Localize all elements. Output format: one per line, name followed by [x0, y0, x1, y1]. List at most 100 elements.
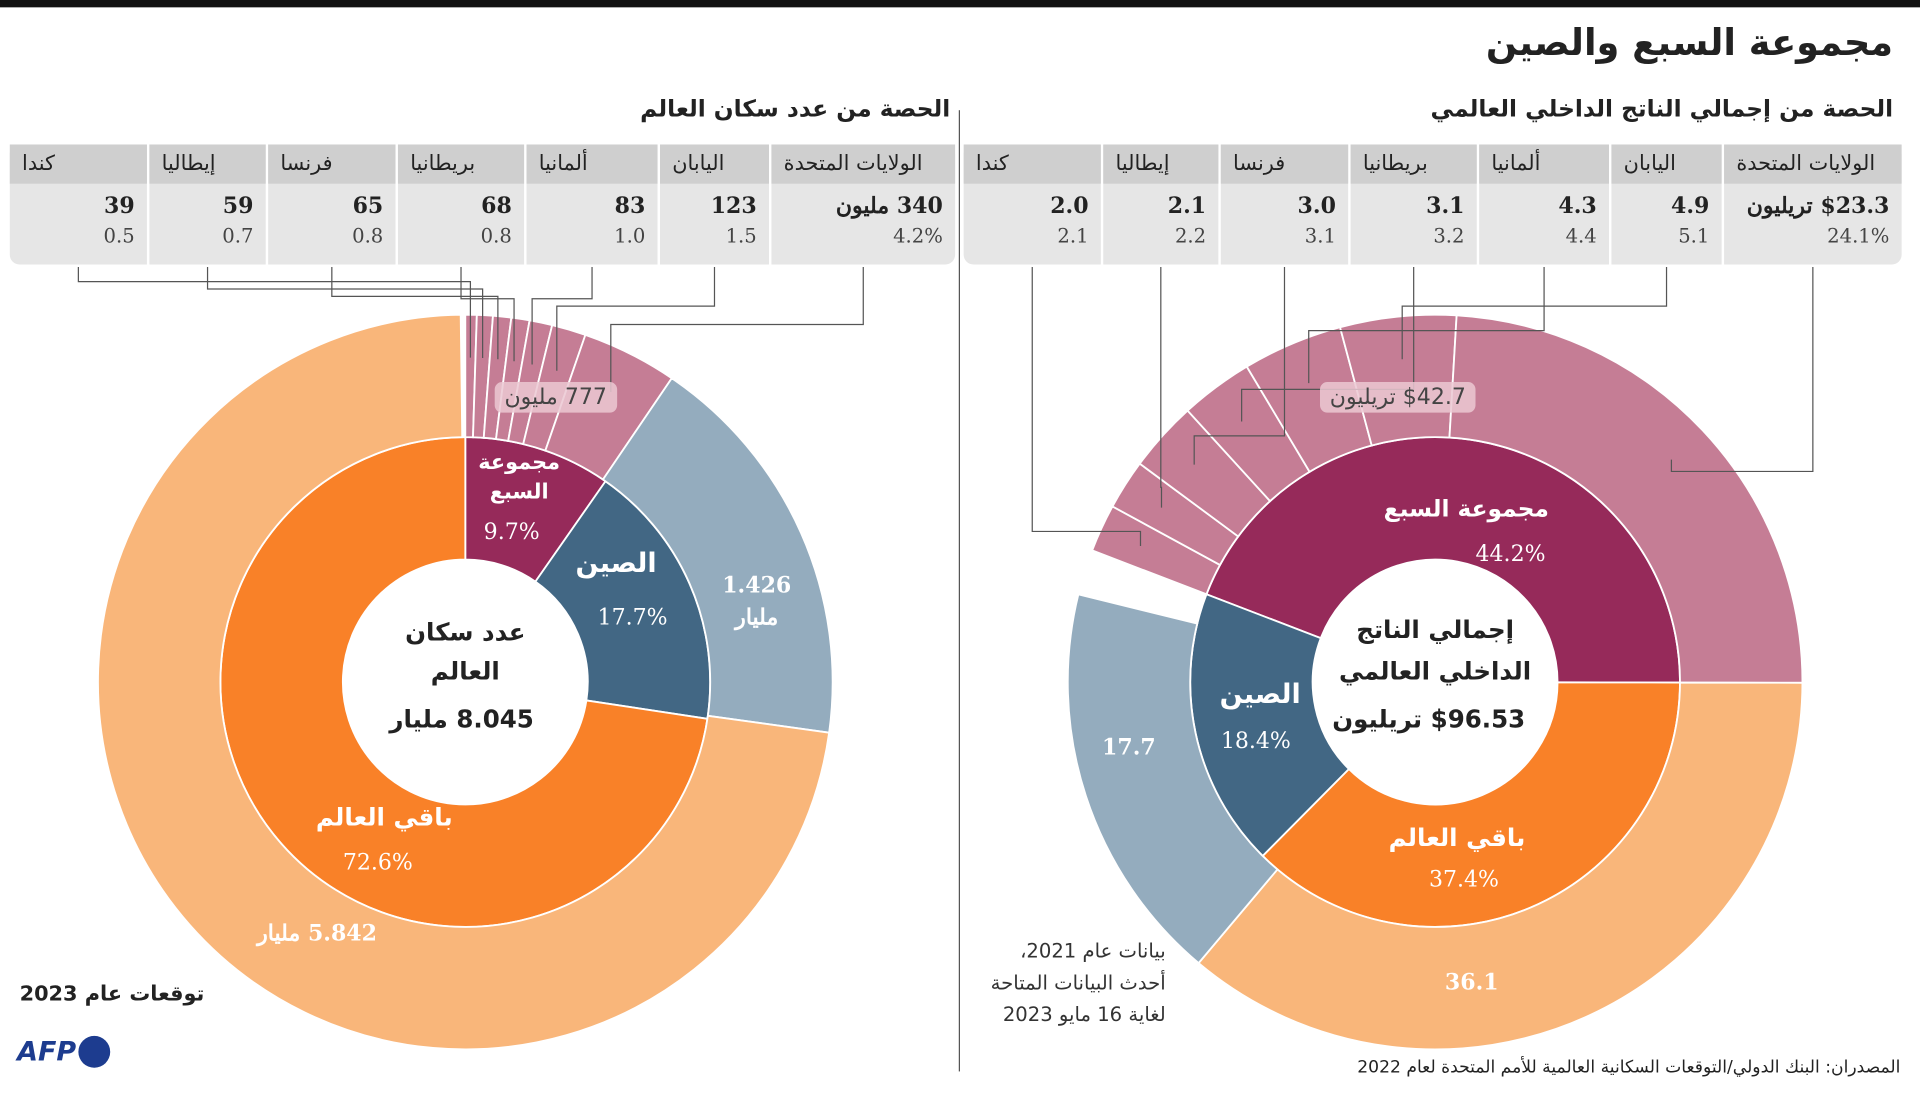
- country-share: 3.2: [1433, 224, 1465, 248]
- pop-center-value: 8.045 مليار: [389, 704, 534, 734]
- outer-slice: [1066, 593, 1279, 965]
- country-name: ألمانيا: [1479, 144, 1609, 184]
- logo-dot: [78, 1035, 111, 1068]
- country-name: فرنسا: [1220, 144, 1349, 184]
- pop-rest-value: 5.842 مليار: [257, 920, 377, 947]
- table-column-6: كندا 2.0 2.1: [963, 144, 1101, 265]
- logo-text: AFP: [17, 1036, 77, 1068]
- pop-china-share: 17.7%: [597, 604, 668, 631]
- gdp-g7-label: مجموعة السبع: [1383, 495, 1549, 523]
- table-column-4: فرنسا 3.0 3.1: [1220, 144, 1349, 265]
- country-value: 4.9: [1671, 193, 1710, 220]
- gdp-g7-share: 44.2%: [1475, 541, 1546, 567]
- pop-rest-share: 72.6%: [342, 849, 413, 876]
- gdp-subtitle: الحصة من إجمالي الناتج الداخلي العالمي: [1430, 95, 1894, 123]
- country-value: 4.3: [1558, 193, 1597, 220]
- country-name: بريطانيا: [1350, 144, 1477, 184]
- leader-line: [77, 266, 472, 358]
- country-value: 2.1: [1167, 193, 1207, 220]
- table-column-4: فرنسا 65 0.8: [268, 144, 396, 265]
- country-name: كندا: [963, 144, 1101, 184]
- table-column-1: اليابان 4.9 5.1: [1611, 144, 1722, 265]
- leader-line: [206, 266, 484, 359]
- outer-slice: [97, 313, 831, 1051]
- country-value: $23.3 تريليون: [1746, 193, 1890, 220]
- country-share: 1.5: [725, 224, 757, 248]
- population-subtitle: الحصة من عدد سكان العالم: [640, 95, 951, 123]
- leader-line: [331, 266, 499, 360]
- gdp-china-share: 18.4%: [1220, 728, 1291, 755]
- leader-line: [1031, 266, 1142, 547]
- pop-g7-label: مجموعة السبع: [478, 450, 561, 505]
- country-share: 0.8: [480, 224, 512, 248]
- country-name: الولايات المتحدة: [1724, 144, 1902, 184]
- leader-line: [1160, 266, 1163, 508]
- donut-hole: [342, 559, 588, 805]
- country-name: اليابان: [660, 144, 769, 184]
- outer-slice: [1448, 314, 1804, 684]
- country-value: 340 مليون: [835, 193, 943, 220]
- country-share: 3.1: [1304, 224, 1336, 248]
- country-name: اليابان: [1611, 144, 1722, 184]
- leader-line: [1401, 266, 1668, 360]
- country-value: 65: [352, 193, 384, 220]
- leader-line: [1308, 266, 1545, 384]
- leader-line: [556, 266, 716, 371]
- outer-slice: [1197, 681, 1804, 1051]
- page-title: مجموعة السبع والصين: [1485, 22, 1894, 65]
- country-share: 5.1: [1678, 224, 1710, 248]
- country-name: بريطانيا: [397, 144, 525, 184]
- afp-logo: AFP: [17, 1035, 111, 1068]
- gdp-note-line: بيانات عام 2021،: [1020, 939, 1166, 963]
- leader-line: [531, 266, 593, 365]
- country-name: ألمانيا: [526, 144, 658, 184]
- country-name: إيطاليا: [149, 144, 266, 184]
- table-column-3: بريطانيا 3.1 3.2: [1350, 144, 1477, 265]
- country-name: إيطاليا: [1103, 144, 1219, 184]
- gdp-table: الولايات المتحدة $23.3 تريليون 24.1% اليابا…: [963, 144, 1902, 265]
- donut-hole: [1312, 559, 1558, 805]
- pop-china-value: 1.426 مليار: [722, 573, 792, 631]
- table-column-2: ألمانيا 4.3 4.4: [1479, 144, 1609, 265]
- pop-note: توقعات عام 2023: [19, 982, 205, 1007]
- table-column-0: الولايات المتحدة 340 مليون 4.2%: [771, 144, 956, 265]
- country-value: 3.1: [1426, 193, 1465, 220]
- country-share: 2.1: [1057, 224, 1089, 248]
- country-name: فرنسا: [268, 144, 396, 184]
- gdp-note-line: لغاية 16 مايو 2023: [1002, 1002, 1166, 1027]
- country-share: 2.2: [1174, 224, 1207, 248]
- country-name: كندا: [9, 144, 147, 184]
- table-column-5: إيطاليا 59 0.7: [149, 144, 266, 265]
- country-share: 0.7: [222, 224, 254, 248]
- pop-g7-total: 777 مليون: [494, 382, 617, 413]
- gdp-center-value: $96.53 تريليون: [1332, 704, 1526, 734]
- table-column-2: ألمانيا 83 1.0: [526, 144, 658, 265]
- gdp-rest-value: 36.1: [1444, 969, 1499, 996]
- pop-rest-label: باقي العالم: [315, 802, 453, 832]
- gdp-rest-share: 37.4%: [1428, 866, 1500, 893]
- gdp-center-label: إجمالي الناتج الداخلي العالمي: [1339, 614, 1532, 686]
- country-value: 2.0: [1050, 193, 1089, 220]
- country-share: 0.8: [352, 224, 384, 248]
- gdp-note-line: أحدث البيانات المتاحة: [990, 971, 1166, 995]
- country-value: 39: [104, 193, 135, 220]
- leader-line: [460, 266, 515, 362]
- table-column-3: بريطانيا 68 0.8: [397, 144, 525, 265]
- country-share: 4.4: [1565, 224, 1597, 248]
- gdp-rest-label: باقي العالم: [1388, 822, 1526, 853]
- leader-line: [1670, 266, 1814, 473]
- table-column-0: الولايات المتحدة $23.3 تريليون 24.1%: [1724, 144, 1902, 265]
- gdp-china-value: 17.7: [1102, 734, 1156, 761]
- table-column-5: إيطاليا 2.1 2.2: [1103, 144, 1219, 265]
- pop-center-label: عدد سكان العالم: [405, 617, 526, 686]
- country-share: 0.5: [103, 224, 135, 248]
- country-value: 59: [222, 193, 254, 220]
- country-share: 4.2%: [893, 224, 943, 248]
- gdp-g7-total: $42.7 تريليون: [1320, 382, 1476, 413]
- country-value: 3.0: [1297, 193, 1336, 220]
- country-share: 24.1%: [1827, 224, 1890, 248]
- divider: [958, 110, 961, 1072]
- population-table: الولايات المتحدة 340 مليون 4.2% اليابان 123 1…: [9, 144, 956, 265]
